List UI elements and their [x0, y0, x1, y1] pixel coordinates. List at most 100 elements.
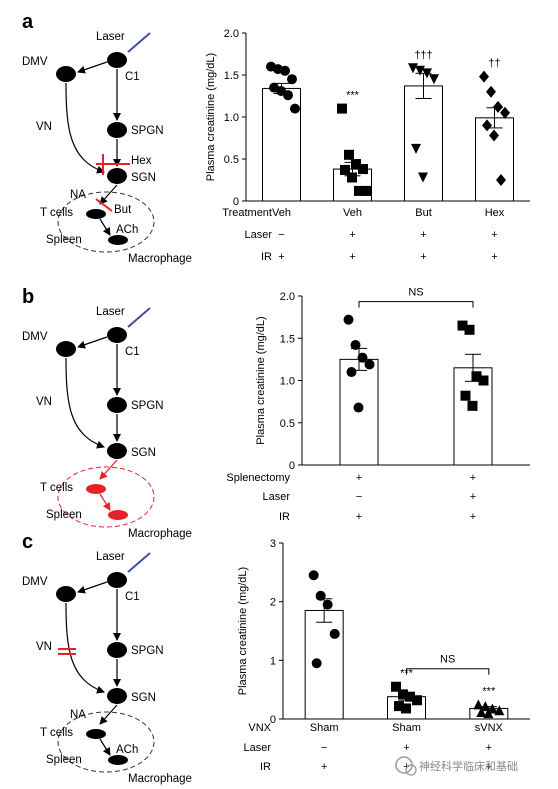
label-macrophage: Macrophage	[128, 773, 192, 785]
label-dmv: DMV	[22, 331, 48, 343]
label-sgn: SGN	[131, 692, 156, 704]
condition-mark: +	[403, 742, 409, 754]
data-point	[422, 68, 432, 79]
data-point	[350, 340, 361, 351]
category-label: Veh	[272, 207, 291, 219]
diagram-b: b Laser C1 DMV VN SPGN SGN T cells Spleen Macroph…	[22, 286, 192, 540]
chart-a: 0 0.5 1.0 1.5 2.0 Plasma creatinine (mg/dL) **…	[205, 28, 530, 263]
data-point	[487, 703, 498, 714]
condition-mark: +	[491, 251, 497, 263]
y-tick-label: 1.5	[280, 333, 295, 345]
data-point	[311, 658, 322, 669]
data-point	[290, 103, 300, 114]
spleen-outline	[57, 191, 155, 253]
node-dmv	[56, 66, 76, 82]
significance-label: ††	[488, 58, 500, 70]
node-sgn	[107, 688, 127, 704]
data-point	[364, 359, 375, 370]
label-dmv: DMV	[22, 56, 48, 68]
data-point	[418, 172, 428, 183]
bar	[404, 85, 443, 202]
node-spgn	[107, 122, 127, 138]
condition-mark: −	[321, 742, 327, 754]
bracket-label: NS	[408, 287, 423, 299]
label-laser: Laser	[96, 306, 125, 318]
data-point	[457, 320, 468, 331]
node-tcells	[86, 484, 106, 494]
condition-mark: +	[470, 491, 476, 503]
condition-mark: +	[486, 761, 492, 773]
y-tick-label: 2.0	[280, 291, 295, 303]
data-point	[308, 570, 319, 581]
label-laser: Laser	[96, 31, 125, 43]
data-point	[480, 701, 491, 712]
data-point	[486, 85, 496, 98]
condition-mark: +	[349, 229, 355, 241]
label-c1: C1	[125, 591, 140, 603]
label-spgn: SPGN	[131, 400, 164, 412]
data-point	[358, 164, 368, 175]
arrow-sgn-tcells	[99, 459, 118, 480]
data-point	[353, 402, 364, 413]
data-point	[343, 314, 354, 325]
arrow-sgn-tcells	[99, 704, 118, 725]
category-label: Sham	[310, 722, 339, 734]
label-vn: VN	[36, 121, 52, 133]
node-spgn	[107, 642, 127, 658]
node-dmv	[56, 341, 76, 357]
condition-mark: +	[321, 761, 327, 773]
row-label: Laser	[262, 491, 290, 503]
bar	[453, 367, 493, 466]
data-point	[483, 708, 494, 719]
y-tick-label: 0	[233, 196, 239, 208]
data-point	[493, 100, 503, 113]
spleen-outline	[57, 711, 155, 773]
data-point	[344, 149, 354, 160]
diagram-a: a Laser C1 DMV VN SPGN SGN Hex T cells Spleen Macr…	[22, 11, 192, 265]
data-point	[412, 695, 422, 706]
data-point	[482, 119, 492, 132]
condition-mark: +	[420, 229, 426, 241]
laser-beam	[127, 307, 151, 328]
data-point	[391, 681, 401, 692]
label-spleen: Spleen	[46, 234, 82, 246]
block-but	[95, 198, 113, 212]
label-tcells: T cells	[40, 482, 73, 494]
y-tick-label: 0	[270, 714, 276, 726]
panel-letter: a	[22, 11, 34, 33]
label-vn: VN	[36, 396, 52, 408]
arrow-tcells-macrophage	[99, 218, 111, 236]
bar	[304, 609, 344, 720]
panel-letter: c	[22, 531, 33, 553]
condition-mark: +	[420, 251, 426, 263]
diagram-c: c Laser C1 DMV VN SPGN SGN T cells Spleen Macroph…	[22, 531, 192, 785]
label-c1: C1	[125, 346, 140, 358]
data-point	[464, 324, 475, 335]
condition-mark: −	[356, 491, 362, 503]
node-dmv	[56, 586, 76, 602]
data-point	[398, 689, 408, 700]
data-point	[283, 90, 293, 101]
condition-mark: +	[278, 251, 284, 263]
data-point	[496, 174, 506, 186]
data-point	[471, 371, 482, 382]
significance-label: ***	[482, 685, 496, 697]
significance-bracket	[406, 668, 490, 675]
data-point	[500, 106, 510, 119]
arrow-tcells-macrophage	[99, 493, 111, 511]
node-spgn	[107, 397, 127, 413]
row-label: IR	[279, 511, 290, 523]
y-axis-label: Plasma creatinine (mg/dL)	[255, 316, 267, 444]
category-label: But	[415, 207, 432, 219]
data-point	[394, 701, 404, 712]
condition-mark: +	[491, 229, 497, 241]
label-vn: VN	[36, 641, 52, 653]
y-tick-label: 0	[289, 460, 295, 472]
label-but: But	[114, 204, 132, 216]
label-macrophage: Macrophage	[128, 253, 192, 265]
laser-beam	[127, 552, 151, 573]
label-na: NA	[70, 189, 86, 201]
label-ach: ACh	[116, 224, 138, 236]
row-label: VNX	[248, 722, 271, 734]
